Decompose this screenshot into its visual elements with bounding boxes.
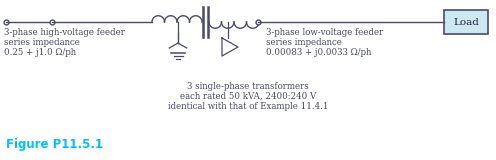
Text: 0.25 + j1.0 Ω/ph: 0.25 + j1.0 Ω/ph — [4, 48, 76, 57]
Text: 3-phase high-voltage feeder: 3-phase high-voltage feeder — [4, 28, 125, 37]
Text: identical with that of Example 11.4.1: identical with that of Example 11.4.1 — [168, 102, 328, 111]
Text: Load: Load — [453, 17, 479, 27]
Text: Figure P11.5.1: Figure P11.5.1 — [6, 138, 103, 151]
Text: series impedance: series impedance — [4, 38, 80, 47]
Text: 3 single-phase transformers: 3 single-phase transformers — [187, 82, 309, 91]
Text: 3-phase low-voltage feeder: 3-phase low-voltage feeder — [266, 28, 383, 37]
Text: 0.00083 + j0.0033 Ω/ph: 0.00083 + j0.0033 Ω/ph — [266, 48, 372, 57]
FancyBboxPatch shape — [444, 10, 488, 34]
Text: series impedance: series impedance — [266, 38, 342, 47]
Text: each rated 50 kVA, 2400:240 V: each rated 50 kVA, 2400:240 V — [180, 92, 316, 101]
